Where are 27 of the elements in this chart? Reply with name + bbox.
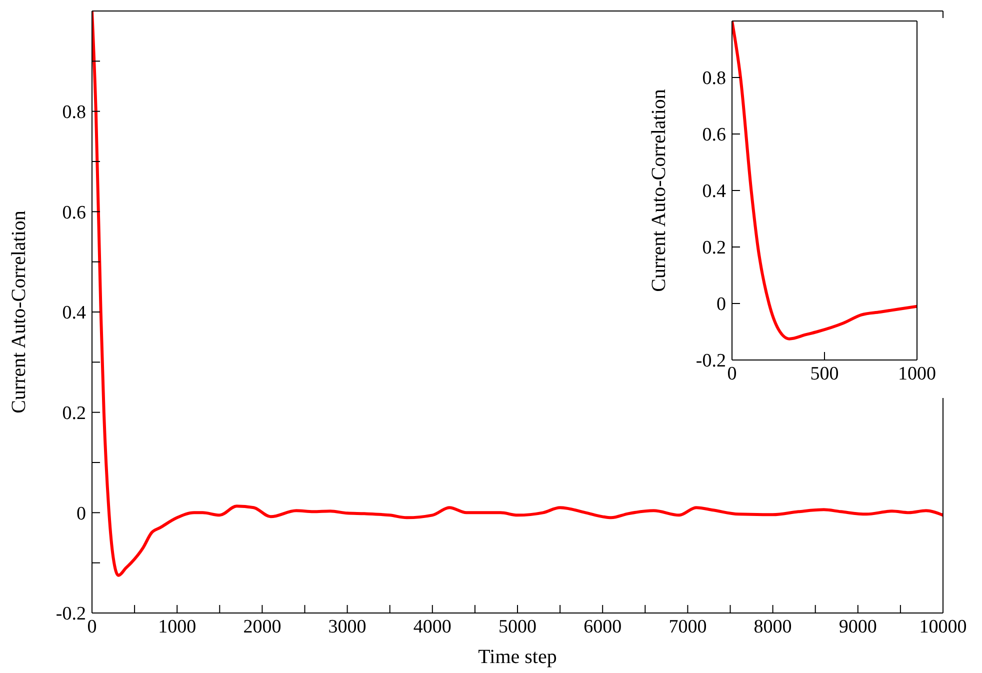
y-tick-label: 0.4 — [702, 181, 726, 202]
x-tick-label: 6000 — [584, 616, 622, 638]
y-tick-label: 0.6 — [702, 124, 726, 146]
x-tick-label: 7000 — [668, 616, 707, 638]
x-tick-label: 1000 — [898, 363, 936, 384]
x-tick-label: 500 — [810, 363, 839, 384]
x-tick-label: 2000 — [243, 616, 282, 638]
x-tick-label: 8000 — [754, 616, 792, 638]
y-tick-label: 0.2 — [702, 238, 726, 259]
y-tick-label: 0 — [716, 294, 726, 316]
x-axis-title: Time step — [478, 646, 557, 668]
x-tick-label: 10000 — [919, 616, 967, 638]
y-tick-label: 0 — [76, 503, 86, 524]
y-tick-label: -0.2 — [696, 350, 726, 372]
y-tick-label: 0.8 — [702, 68, 726, 90]
x-tick-label: 5000 — [498, 616, 536, 638]
y-tick-label: -0.2 — [56, 604, 86, 625]
y-axis-title: Current Auto-Correlation — [648, 89, 670, 292]
x-tick-label: 9000 — [838, 616, 877, 638]
x-tick-label: 4000 — [413, 616, 452, 638]
y-tick-label: 0.2 — [62, 403, 86, 424]
y-tick-label: 0.6 — [62, 202, 86, 224]
y-tick-label: 0.8 — [62, 102, 86, 124]
x-tick-label: 1000 — [158, 616, 196, 638]
y-axis-title: Current Auto-Correlation — [8, 210, 30, 414]
x-tick-label: 3000 — [328, 616, 366, 638]
y-tick-label: 0.4 — [62, 302, 86, 324]
